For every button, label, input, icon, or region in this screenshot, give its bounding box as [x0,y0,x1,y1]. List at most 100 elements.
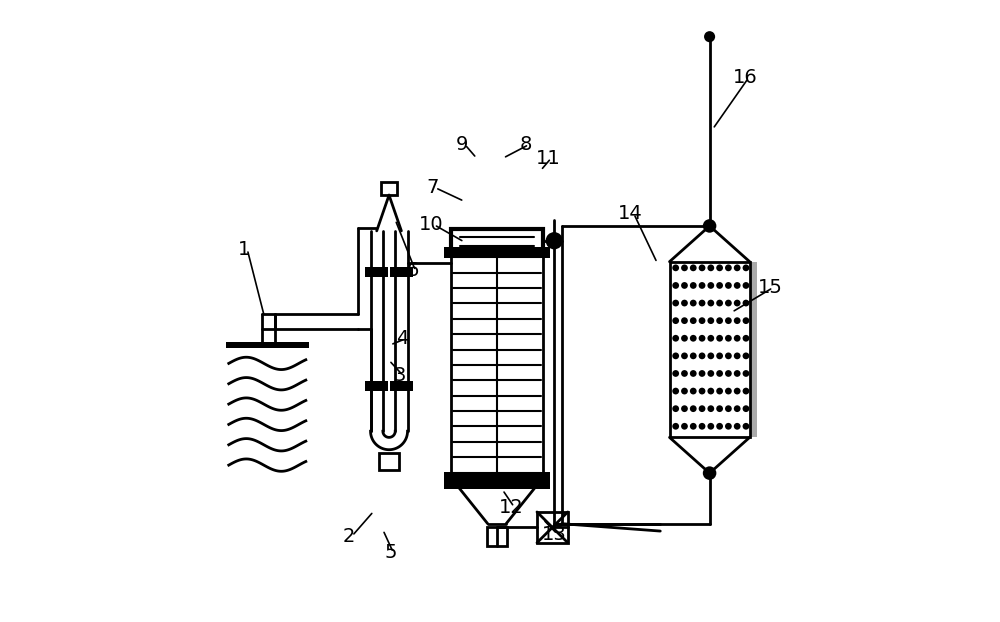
Circle shape [690,300,697,307]
Circle shape [707,353,714,360]
Circle shape [716,335,723,341]
Circle shape [672,335,679,341]
Circle shape [725,406,732,412]
Circle shape [699,317,705,324]
Circle shape [734,317,741,324]
Circle shape [716,406,723,412]
Circle shape [690,370,697,377]
Circle shape [672,423,679,430]
Circle shape [725,317,732,324]
Circle shape [734,282,741,289]
Circle shape [734,370,741,377]
Circle shape [725,353,732,360]
Circle shape [690,406,697,412]
Bar [381,182,397,195]
Circle shape [725,282,732,289]
Bar [390,267,413,277]
Circle shape [690,423,697,430]
Text: 7: 7 [426,179,438,197]
Bar [444,478,550,488]
Bar [670,262,750,437]
Circle shape [699,353,705,360]
Circle shape [681,335,688,341]
Text: 1: 1 [238,240,250,259]
Circle shape [681,423,688,430]
Circle shape [743,264,749,271]
Circle shape [690,317,697,324]
Circle shape [699,282,705,289]
Text: 3: 3 [394,366,406,385]
Bar [390,381,413,391]
Bar [750,262,757,437]
Circle shape [690,353,697,360]
Circle shape [725,388,732,394]
Circle shape [672,353,679,360]
Circle shape [707,264,714,271]
Circle shape [699,423,705,430]
Circle shape [743,423,749,430]
Circle shape [743,300,749,307]
Bar [365,267,388,277]
Circle shape [716,317,723,324]
Bar [537,512,568,543]
Circle shape [672,300,679,307]
Circle shape [681,282,688,289]
Circle shape [703,219,716,233]
Circle shape [672,317,679,324]
Bar [226,342,309,348]
Circle shape [725,335,732,341]
Text: 4: 4 [396,329,409,348]
Circle shape [703,466,716,480]
Circle shape [707,335,714,341]
Circle shape [743,282,749,289]
Circle shape [707,370,714,377]
Circle shape [725,300,732,307]
Text: 15: 15 [758,278,782,297]
Circle shape [707,406,714,412]
Text: 5: 5 [384,543,397,562]
Circle shape [743,388,749,394]
Circle shape [716,300,723,307]
Text: 13: 13 [542,524,567,544]
Circle shape [707,282,714,289]
Circle shape [672,264,679,271]
Circle shape [672,406,679,412]
Circle shape [707,388,714,394]
Circle shape [681,264,688,271]
Circle shape [707,317,714,324]
Circle shape [716,353,723,360]
Circle shape [672,282,679,289]
Circle shape [681,370,688,377]
Text: 9: 9 [456,135,468,154]
Circle shape [743,317,749,324]
Circle shape [716,423,723,430]
Bar [379,453,399,470]
Circle shape [672,370,679,377]
Bar [487,527,507,547]
Bar [451,253,543,478]
Circle shape [743,370,749,377]
Text: 16: 16 [733,68,758,88]
Circle shape [734,300,741,307]
Circle shape [699,264,705,271]
Circle shape [734,335,741,341]
Circle shape [681,353,688,360]
Circle shape [734,264,741,271]
Circle shape [716,370,723,377]
Circle shape [681,300,688,307]
Circle shape [681,406,688,412]
Circle shape [707,423,714,430]
Text: 12: 12 [499,498,523,516]
Text: 6: 6 [406,261,419,281]
Circle shape [743,335,749,341]
Circle shape [743,353,749,360]
Text: 10: 10 [419,215,443,234]
Circle shape [716,282,723,289]
Text: 8: 8 [520,135,532,154]
Circle shape [734,388,741,394]
Bar [444,247,550,258]
Circle shape [672,388,679,394]
Circle shape [734,406,741,412]
Circle shape [690,388,697,394]
Text: 11: 11 [536,149,560,167]
